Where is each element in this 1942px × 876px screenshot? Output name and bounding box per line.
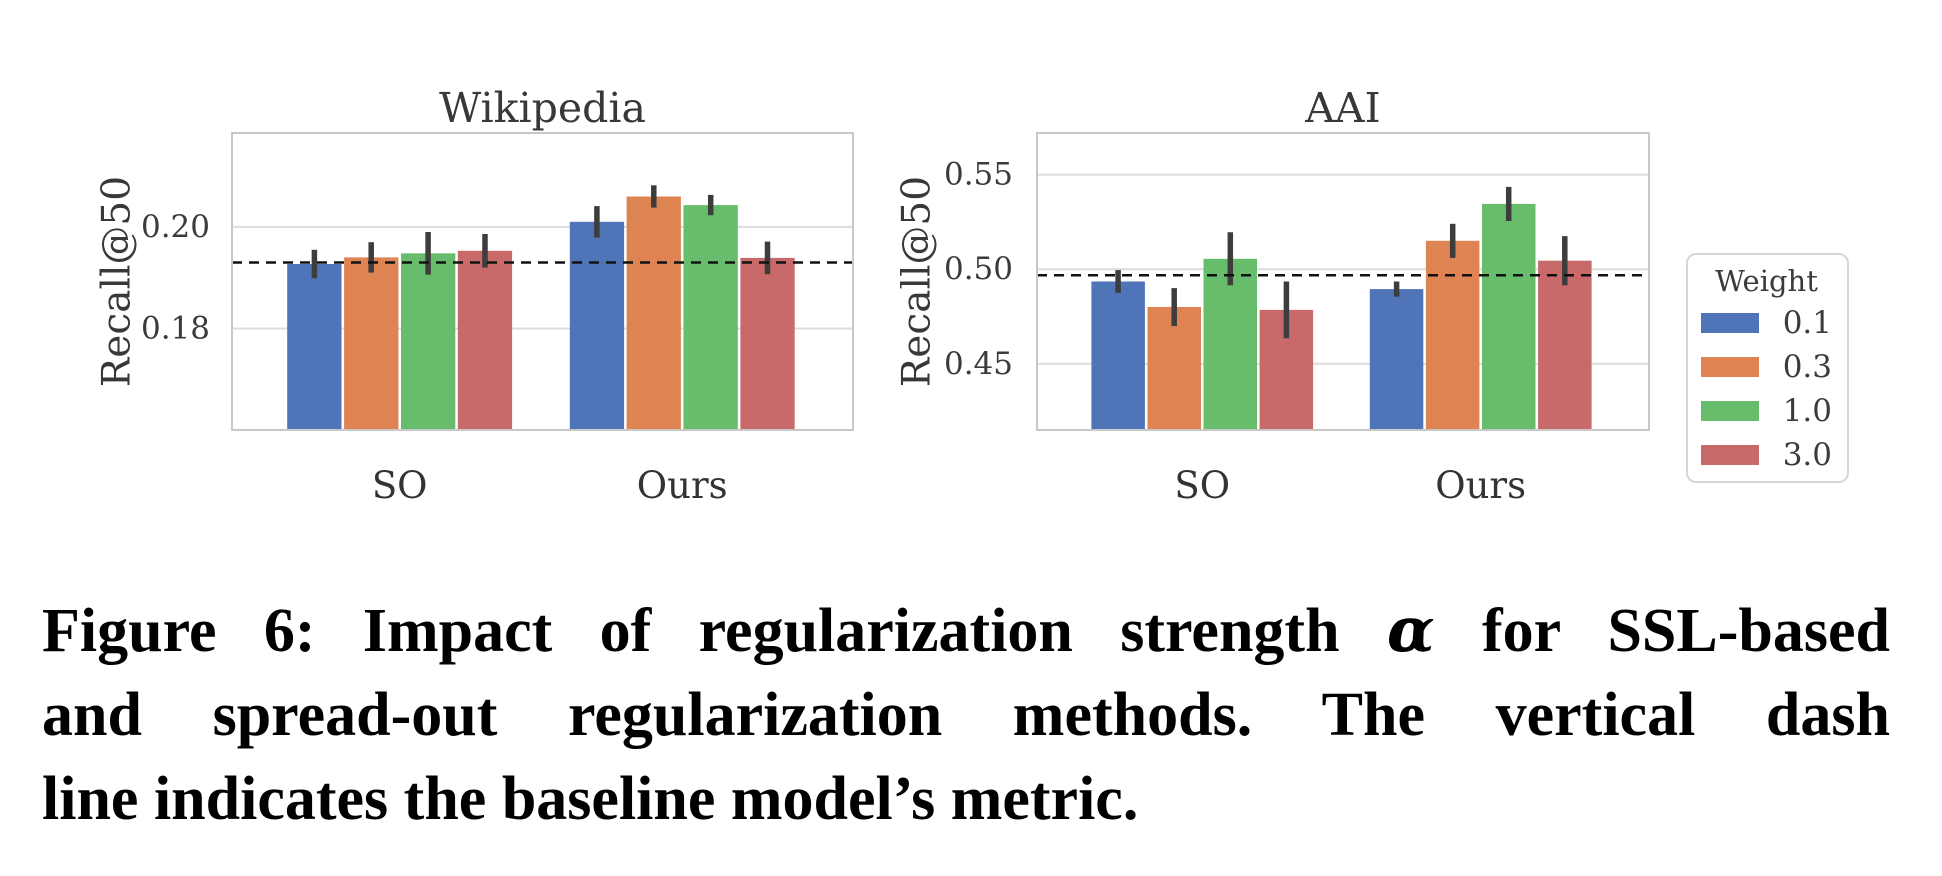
legend-item: 3.0	[1701, 433, 1832, 477]
y-tick-label: 0.18	[141, 310, 210, 346]
bar-so-w1.0	[401, 253, 456, 430]
bar-so-w0.3	[344, 257, 399, 430]
chart-title: AAI	[1304, 84, 1380, 132]
caption-line-3: line indicates the baseline model’s metr…	[42, 765, 1139, 833]
bar-ours-w0.3	[626, 196, 681, 430]
bar-ours-w1.0	[1482, 203, 1536, 430]
x-tick-label: Ours	[637, 464, 728, 500]
legend-item: 0.3	[1701, 345, 1832, 389]
bar-ours-w1.0	[683, 205, 738, 430]
bar-so-w1.0	[1203, 258, 1257, 430]
bar-so-w0.3	[1147, 307, 1201, 430]
plot-border	[1036, 132, 1650, 431]
legend-title: Weight	[1715, 264, 1818, 298]
y-axis-label: Recall@50	[900, 176, 940, 387]
y-tick-label: 0.50	[944, 251, 1013, 287]
chart-title: Wikipedia	[439, 84, 646, 132]
legend-swatch-blue	[1701, 313, 1759, 333]
legend-swatch-red	[1701, 445, 1759, 465]
legend-label: 3.0	[1782, 437, 1832, 473]
figure-caption: Figure 6: Impact of regularization stren…	[42, 588, 1890, 841]
caption-alpha-symbol: α	[1386, 593, 1435, 666]
x-tick-label: SO	[1174, 464, 1230, 500]
legend-label: 1.0	[1782, 393, 1832, 429]
bar-ours-w3.0	[1538, 260, 1592, 430]
legend-swatch-green	[1701, 401, 1759, 421]
wikipedia-bar-chart: Wikipedia Recall@50 0.20 0.18 SO Ours	[95, 84, 854, 500]
bar-ours-w3.0	[740, 257, 795, 430]
legend-box: Weight 0.1 0.3 1.0 3.0	[1686, 253, 1849, 483]
x-tick-label: SO	[372, 464, 428, 500]
legend-item: 1.0	[1701, 389, 1832, 433]
y-axis-label: Recall@50	[95, 176, 140, 387]
caption-line-1: Figure 6: Impact of regularization stren…	[42, 588, 1890, 673]
bar-so-w3.0	[457, 250, 513, 430]
bar-so-w0.1	[1091, 281, 1145, 430]
caption-text: Figure 6: Impact of regularization stren…	[42, 597, 1340, 665]
y-tick-label: 0.45	[944, 346, 1013, 382]
plot-border	[231, 132, 854, 431]
legend-item: 0.1	[1701, 301, 1832, 345]
bar-so-w0.1	[287, 264, 342, 430]
caption-line-2: and spread-out regularization methods. T…	[42, 681, 1890, 749]
caption-text: for SSL-based	[1482, 597, 1891, 665]
bar-ours-w0.1	[1369, 289, 1424, 430]
legend-swatch-orange	[1701, 357, 1759, 377]
x-tick-label: Ours	[1435, 464, 1526, 500]
bar-ours-w0.1	[569, 221, 625, 430]
bar-ours-w0.3	[1425, 240, 1480, 430]
y-tick-label: 0.20	[141, 209, 210, 245]
legend-label: 0.3	[1782, 349, 1832, 385]
aai-bar-chart: AAI Recall@500.55 0.50 0.45 SO Ours	[900, 84, 1650, 500]
y-tick-label: 0.55	[944, 157, 1013, 193]
legend-label: 0.1	[1782, 305, 1832, 341]
